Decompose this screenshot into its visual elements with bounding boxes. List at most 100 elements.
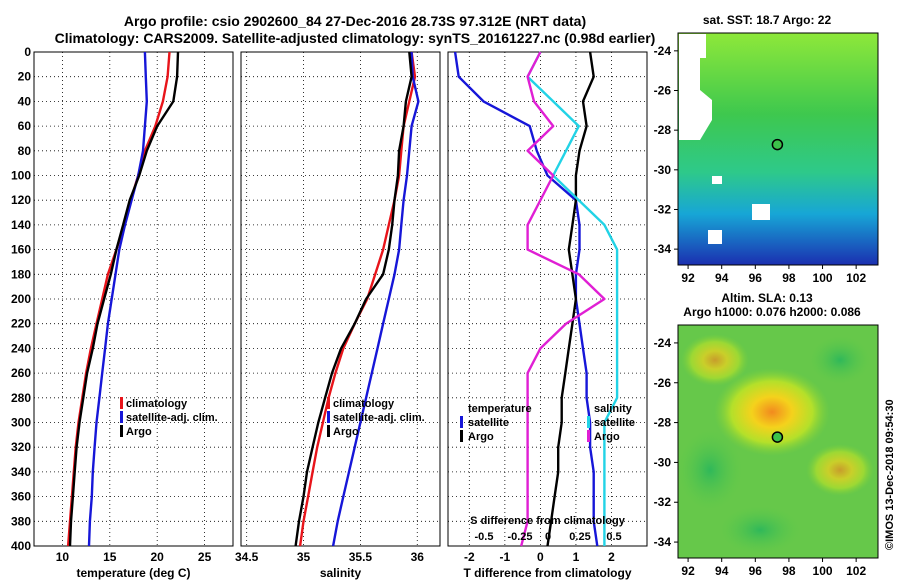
- legend-swatch-satellite: [327, 411, 330, 423]
- sst-lon-label: 96: [749, 271, 763, 285]
- sst-lat-label: -34: [654, 242, 672, 256]
- credit: ©IMOS 13-Dec-2018 09:54:30: [884, 399, 896, 550]
- x-axis-label: T difference from climatology: [463, 566, 631, 580]
- profile-panel-2: 34.5 35 35.5 36 salinity climatology satellite…: [235, 51, 441, 580]
- depth-tick-label: 260: [11, 366, 31, 380]
- sst-lat-label: -32: [654, 202, 672, 216]
- x-tick-label: 2: [608, 550, 615, 564]
- legend-label-s-argo: Argo: [594, 431, 620, 443]
- legend-salinity-heading: salinity: [594, 403, 633, 415]
- sla-argo-location-marker: [771, 431, 784, 443]
- legend-label-satellite: satellite-adj. clim.: [126, 412, 218, 424]
- depth-tick-label: 0: [24, 45, 31, 59]
- sla-feature-4: [678, 430, 742, 510]
- series-argo: [68, 51, 180, 547]
- legend-label-argo: Argo: [333, 426, 359, 438]
- depth-tick-label: 20: [18, 70, 32, 84]
- s-tick-label: -0.5: [475, 531, 494, 543]
- x-tick-label: 20: [151, 550, 165, 564]
- depth-tick-label: 40: [18, 94, 32, 108]
- sst-cloud-gap-2: [708, 230, 722, 244]
- s-tick-label: -0.25: [507, 531, 532, 543]
- sla-lat-label: -26: [654, 376, 672, 390]
- sla-lon-label: 94: [715, 564, 729, 578]
- x-tick-label: -1: [500, 550, 511, 564]
- depth-tick-label: 280: [11, 391, 31, 405]
- legend-label-satellite: satellite-adj. clim.: [333, 412, 425, 424]
- sla-lat-label: -30: [654, 455, 672, 469]
- x-axis-label: temperature (deg C): [76, 566, 190, 580]
- sla-feature-3: [681, 334, 749, 386]
- x-axis-label: salinity: [320, 566, 362, 580]
- legend-label-t-argo: Argo: [468, 431, 494, 443]
- x-tick-label: 35: [297, 550, 311, 564]
- x-tick-label: 25: [198, 550, 212, 564]
- sla-lat-label: -24: [654, 336, 672, 350]
- depth-tick-label: 200: [11, 292, 31, 306]
- x-tick-label: 1: [573, 550, 580, 564]
- sst-lon-label: 92: [681, 271, 695, 285]
- depth-tick-label: 400: [11, 539, 31, 553]
- legend-swatch-satellite: [120, 411, 123, 423]
- legend-swatch-argo: [120, 425, 123, 437]
- legend-swatch-s-satellite: [587, 416, 590, 428]
- depth-tick-label: 60: [18, 119, 32, 133]
- series-argo: [294, 51, 413, 547]
- series-t-argo: [546, 51, 595, 547]
- profile-panel-3: -2 -1 0 1 2 T difference from climatology temp…: [447, 51, 648, 580]
- legend-label-argo: Argo: [126, 426, 152, 438]
- x-tick-label: 35.5: [349, 550, 373, 564]
- x-tick-label: 34.5: [235, 550, 259, 564]
- x-tick-label: 0: [537, 550, 544, 564]
- panel-frame: [240, 51, 441, 547]
- sla-lat-label: -28: [654, 416, 672, 430]
- sla-feature-1: [714, 368, 830, 456]
- depth-tick-label: 100: [11, 169, 31, 183]
- sst-lon-label: 100: [813, 271, 833, 285]
- s-tick-label: 0.5: [606, 531, 621, 543]
- panel-frame: [447, 51, 648, 547]
- depth-tick-label: 180: [11, 267, 31, 281]
- sst-lat-label: -26: [654, 84, 672, 98]
- sst-map: [677, 32, 879, 266]
- sla-map: [677, 324, 879, 559]
- sla-feature-5: [810, 336, 870, 384]
- sla-lon-label: 92: [681, 564, 695, 578]
- legend-label-climatology: climatology: [126, 398, 188, 410]
- sst-map-title: sat. SST: 18.7 Argo: 22: [703, 13, 832, 27]
- legend-swatch-t-argo: [460, 430, 463, 442]
- sla-map-title-2: Argo h1000: 0.076 h2000: 0.086: [683, 305, 861, 319]
- legend-swatch-climatology: [327, 397, 330, 409]
- legend-swatch-s-argo: [587, 430, 590, 442]
- s-tick-label: 0.25: [569, 531, 590, 543]
- sst-map-land-mask: [679, 34, 712, 140]
- panel-frame: [33, 51, 234, 547]
- series-satellite-adj-clim: [87, 51, 149, 547]
- sla-lon-label: 100: [813, 564, 833, 578]
- sst-lat-label: -28: [654, 123, 672, 137]
- x-tick-label: -2: [464, 550, 475, 564]
- legend-swatch-t-satellite: [460, 416, 463, 428]
- sst-lon-label: 94: [715, 271, 729, 285]
- legend-label-t-satellite: satellite: [468, 417, 509, 429]
- depth-tick-label: 140: [11, 218, 31, 232]
- depth-tick-label: 160: [11, 243, 31, 257]
- sst-argo-location-marker: [771, 138, 784, 151]
- depth-tick-label: 300: [11, 416, 31, 430]
- depth-tick-label: 380: [11, 514, 31, 528]
- x-tick-label: 15: [103, 550, 117, 564]
- sla-feature-6: [720, 506, 800, 554]
- depth-tick-label: 340: [11, 465, 31, 479]
- title-line-1: Argo profile: csio 2902600_84 27-Dec-201…: [124, 13, 586, 29]
- x-tick-label: 10: [56, 550, 70, 564]
- sst-cloud-gap-1: [752, 204, 770, 220]
- depth-tick-label: 120: [11, 193, 31, 207]
- profile-panel-1: 0 20 40 60 80 100 120 140 160 180 200 220 240 260 280 3…: [11, 45, 234, 580]
- legend-swatch-climatology: [120, 397, 123, 409]
- depth-tick-label: 80: [18, 144, 32, 158]
- legend-label-s-satellite: satellite: [594, 417, 635, 429]
- sla-lon-label: 102: [846, 564, 866, 578]
- s-axis-label: S difference from climatology: [470, 515, 626, 527]
- legend-temperature-heading: temperature: [468, 403, 532, 415]
